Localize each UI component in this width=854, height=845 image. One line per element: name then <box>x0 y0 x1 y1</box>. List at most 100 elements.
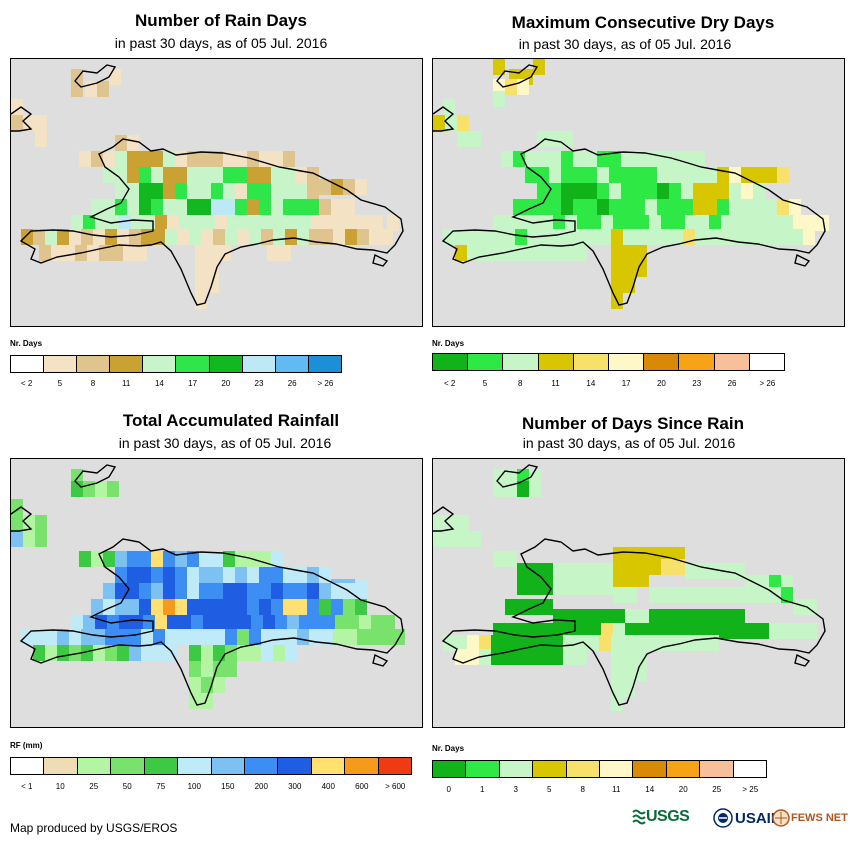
grid-cell <box>57 229 69 245</box>
grid-cell <box>213 229 225 245</box>
grid-cell <box>11 515 23 531</box>
legend-swatch <box>633 761 667 777</box>
grid-cell <box>189 661 201 677</box>
grid-cell <box>103 583 115 599</box>
grid-cell <box>319 599 331 615</box>
grid-cell <box>295 167 307 183</box>
grid-cell <box>283 599 295 615</box>
grid-cell <box>239 215 251 231</box>
legend-label: 8 <box>580 785 585 794</box>
grid-cell <box>673 215 685 231</box>
grid-cell <box>479 229 491 245</box>
grid-cell <box>551 245 563 261</box>
days-since-rain-map[interactable] <box>432 458 845 728</box>
grid-cell <box>781 623 793 639</box>
legend-label: 20 <box>678 785 688 794</box>
grid-cell <box>355 179 367 195</box>
grid-cell <box>573 199 585 215</box>
grid-cell <box>83 615 95 631</box>
grid-cell <box>541 579 553 595</box>
grid-cell <box>589 563 601 579</box>
grid-cell <box>549 151 561 167</box>
grid-cell <box>331 199 343 215</box>
grid-cell <box>187 551 199 567</box>
legend-swatch <box>178 758 212 774</box>
grid-cell <box>237 229 249 245</box>
grid-cell <box>371 215 383 231</box>
grid-cell <box>561 131 573 147</box>
grid-cell <box>295 199 307 215</box>
grid-cell <box>107 481 119 497</box>
grid-cell <box>235 167 247 183</box>
grid-cell <box>189 629 201 645</box>
grid-cell <box>609 183 621 199</box>
grid-cell <box>791 229 803 245</box>
usaid-logo: USAID <box>713 808 782 828</box>
panel-2-legend-title: Nr. Days <box>432 339 465 348</box>
panel-1-title: Number of Rain Days <box>135 11 307 30</box>
grid-cell <box>283 567 295 583</box>
legend-swatch <box>679 354 715 370</box>
grid-cell <box>743 229 755 245</box>
grid-cell <box>537 183 549 199</box>
grid-cell <box>199 151 211 167</box>
grid-cell <box>319 199 331 215</box>
legend-swatch <box>111 758 145 774</box>
grid-cell <box>219 245 231 261</box>
grid-cell <box>225 661 237 677</box>
grid-cell <box>335 215 347 231</box>
fewsnet-logo-text: FEWS NET <box>791 812 848 824</box>
legend-swatch <box>499 761 534 777</box>
legend-swatch <box>566 761 601 777</box>
grid-cell <box>633 199 645 215</box>
grid-cell <box>721 609 733 625</box>
grid-cell <box>187 583 199 599</box>
grid-cell <box>387 215 399 231</box>
grid-cell <box>645 183 657 199</box>
legend-swatch <box>503 354 539 370</box>
grid-cell <box>235 599 247 615</box>
grid-cell <box>115 183 127 199</box>
grid-cell <box>93 229 105 245</box>
grid-cell <box>457 531 469 547</box>
grid-cell <box>259 583 271 599</box>
legend-label: > 25 <box>742 785 759 794</box>
rain-days-map[interactable] <box>10 58 423 327</box>
grid-cell <box>573 151 585 167</box>
grid-cell <box>285 629 297 645</box>
grid-cell <box>645 199 657 215</box>
grid-cell <box>505 79 517 95</box>
grid-cell <box>117 229 129 245</box>
legend-label: < 1 <box>21 782 33 791</box>
grid-cell <box>587 229 599 245</box>
grid-cell <box>635 261 647 277</box>
panel-2-legend-labels: < 2 5 8 11 14 17 20 23 26 > 26 <box>432 379 785 391</box>
grid-cell <box>625 571 637 587</box>
grid-cell <box>45 645 57 661</box>
grid-cell <box>493 59 505 75</box>
grid-cell <box>649 609 661 625</box>
grid-cell <box>525 151 537 167</box>
grid-cell <box>69 645 81 661</box>
grid-cell <box>357 229 369 245</box>
rain-days-map-graphic <box>11 64 404 309</box>
days-since-rain-map-graphic <box>433 464 826 711</box>
grid-cell <box>623 649 635 665</box>
grid-cell <box>609 151 621 167</box>
grid-cell <box>637 215 649 231</box>
grid-cell <box>213 661 225 677</box>
grid-cell <box>491 245 503 261</box>
grid-cell <box>433 531 445 547</box>
grid-cell <box>503 245 515 261</box>
legend-swatch <box>144 758 179 774</box>
grid-cell <box>623 229 635 245</box>
grid-cell <box>95 615 107 631</box>
grid-cell <box>753 199 765 215</box>
dry-days-map[interactable] <box>432 58 845 327</box>
grid-cell <box>589 579 601 595</box>
grid-cell <box>613 571 625 587</box>
rainfall-map[interactable] <box>10 458 423 728</box>
grid-cell <box>331 599 343 615</box>
grid-cell <box>611 261 623 277</box>
grid-cell <box>505 481 517 497</box>
